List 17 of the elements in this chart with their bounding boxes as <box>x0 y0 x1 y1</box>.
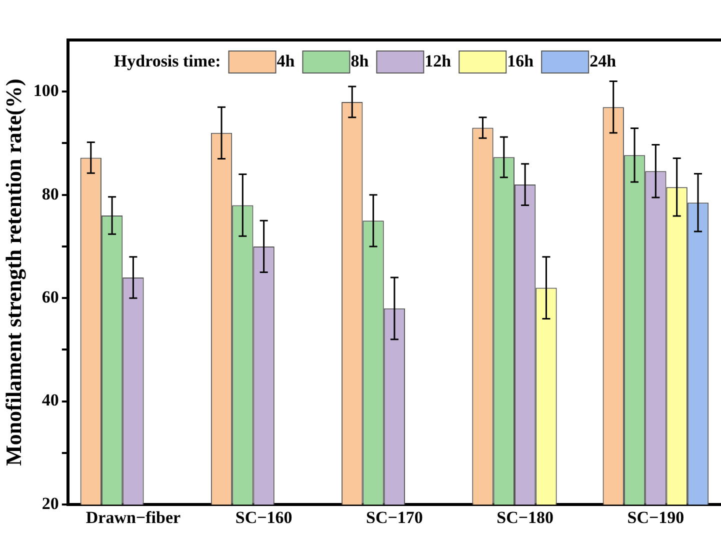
y-tick-label: 100 <box>33 81 59 100</box>
legend-label: 24h <box>590 51 617 70</box>
legend-label: 4h <box>276 51 296 70</box>
legend-title: Hydrosis time: <box>114 51 221 70</box>
y-tick-label: 60 <box>42 288 59 306</box>
x-tick-label: SC−160 <box>235 508 292 528</box>
x-tick-label: SC−180 <box>496 508 554 528</box>
x-tick-label: Drawn−fiber <box>86 508 181 528</box>
x-tick-label: SC−170 <box>366 508 423 528</box>
legend-label: 12h <box>424 51 452 70</box>
y-axis-title: Monofilament strength retention rate(%) <box>0 78 26 466</box>
legend-label: 8h <box>350 51 370 70</box>
y-tick-label: 20 <box>42 494 59 513</box>
y-tick-label: 80 <box>42 184 59 204</box>
legend-label: 16h <box>507 51 534 70</box>
y-tick-label: 40 <box>42 390 59 410</box>
x-tick-label: SC−190 <box>627 508 684 528</box>
